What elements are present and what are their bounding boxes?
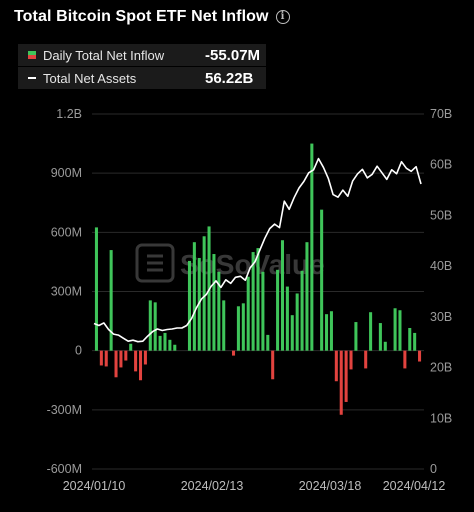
inflow-bar: [305, 242, 309, 351]
y-left-tick-label: 1.2B: [56, 107, 82, 121]
inflow-bar: [344, 350, 348, 402]
inflow-bar: [383, 341, 387, 351]
x-tick-label: 2024/02/13: [181, 479, 244, 493]
y-right-tick-label: 50B: [430, 208, 452, 222]
inflow-bar: [364, 350, 368, 369]
y-right-tick-label: 30B: [430, 310, 452, 324]
inflow-bar: [114, 350, 118, 378]
inflow-bar: [129, 343, 133, 351]
inflow-bar: [217, 271, 221, 351]
legend-inflow-value: -55.07M: [205, 46, 261, 64]
y-right-tick-label: 10B: [430, 411, 452, 425]
inflow-bar: [94, 227, 98, 351]
inflow-bar: [285, 286, 289, 351]
y-right-tick-label: 20B: [430, 361, 452, 375]
inflow-bar: [246, 276, 250, 351]
inflow-bar: [192, 242, 196, 351]
inflow-bar: [393, 308, 397, 351]
inflow-bar: [163, 332, 167, 351]
inflow-bar: [104, 350, 108, 367]
inflow-bar: [295, 293, 299, 351]
legend-inflow-label: Daily Total Net Inflow: [43, 47, 165, 63]
inflow-bar: [276, 269, 280, 351]
inflow-bar: [271, 350, 275, 380]
inflow-bar: [168, 339, 172, 351]
inflow-bar: [241, 303, 245, 351]
legend-item-inflow[interactable]: Daily Total Net Inflow -55.07M: [18, 44, 266, 66]
x-tick-label: 2024/01/10: [63, 479, 126, 493]
inflow-bar: [378, 323, 382, 351]
inflow-bar: [153, 302, 157, 351]
inflow-bar: [261, 271, 265, 351]
chart-title: Total Bitcoin Spot ETF Net Inflow i: [14, 8, 290, 26]
inflow-bar: [124, 350, 128, 361]
legend-item-assets[interactable]: Total Net Assets 56.22B: [18, 66, 266, 89]
inflow-bar: [413, 332, 417, 351]
y-left-tick-label: 900M: [51, 166, 82, 180]
bar-swatch-icon: [28, 51, 36, 59]
inflow-bar: [408, 327, 412, 351]
inflow-bar: [256, 248, 260, 351]
inflow-bar: [320, 209, 324, 351]
y-left-tick-label: 600M: [51, 225, 82, 239]
inflow-bar: [236, 306, 240, 351]
y-left-tick-label: -600M: [47, 462, 82, 476]
watermark: SoSoValue: [135, 243, 325, 283]
inflow-bar: [158, 335, 162, 351]
inflow-bar: [251, 252, 255, 351]
line-swatch-icon: [28, 77, 36, 79]
right-axis: 70B 60B 50B 40B 30B 20B 10B 0: [430, 107, 452, 476]
inflow-bar: [232, 350, 236, 356]
x-tick-label: 2024/03/18: [299, 479, 362, 493]
y-right-tick-label: 70B: [430, 107, 452, 121]
inflow-bar: [202, 236, 206, 351]
inflow-bar: [310, 143, 314, 351]
info-icon[interactable]: i: [275, 10, 290, 24]
inflow-bar: [398, 310, 402, 351]
chart-title-text: Total Bitcoin Spot ETF Net Inflow: [14, 8, 269, 25]
inflow-bar: [143, 350, 147, 365]
inflow-bar: [138, 350, 143, 381]
inflow-bar: [109, 250, 113, 351]
watermark-logo-icon: [135, 243, 175, 283]
inflow-bar: [349, 350, 353, 370]
inflow-bar: [173, 344, 177, 351]
y-right-tick-label: 0: [430, 462, 437, 476]
inflow-bar: [325, 314, 329, 351]
assets-line-path: [93, 157, 422, 343]
inflow-bar: [280, 240, 284, 351]
legend-assets-label: Total Net Assets: [43, 70, 137, 86]
inflow-bar: [334, 350, 338, 382]
legend: Daily Total Net Inflow -55.07M Total Net…: [18, 44, 266, 89]
bars: [94, 143, 422, 415]
inflow-bar: [339, 350, 343, 415]
inflow-bar: [354, 322, 358, 351]
inflow-bar: [369, 312, 373, 351]
left-axis: 1.2B 900M 600M 300M 0 -300M -600M: [47, 107, 82, 476]
inflow-bar: [290, 315, 294, 351]
watermark-logo-mark: [147, 254, 163, 272]
inflow-bar: [99, 350, 103, 366]
inflow-bar: [134, 350, 138, 372]
inflow-bar: [148, 300, 152, 351]
inflow-bar: [187, 260, 191, 351]
y-left-tick-label: 300M: [51, 285, 82, 299]
y-right-tick-label: 40B: [430, 259, 452, 273]
x-tick-label: 2024/04/12: [383, 479, 446, 493]
y-left-tick-label: -300M: [47, 403, 82, 417]
y-left-tick-label: 0: [75, 344, 82, 358]
inflow-bar: [418, 350, 422, 362]
inflow-bar: [222, 300, 226, 351]
inflow-bar: [212, 254, 216, 351]
inflow-bar: [329, 311, 333, 351]
inflow-bar: [266, 334, 270, 351]
inflow-bar: [403, 350, 407, 369]
assets-line: [93, 157, 422, 343]
y-right-tick-label: 60B: [430, 158, 452, 172]
inflow-bar: [119, 350, 123, 368]
inflow-bar: [300, 270, 304, 351]
legend-assets-value: 56.22B: [205, 69, 254, 87]
x-axis: 2024/01/10 2024/02/13 2024/03/18 2024/04/12: [63, 479, 446, 493]
